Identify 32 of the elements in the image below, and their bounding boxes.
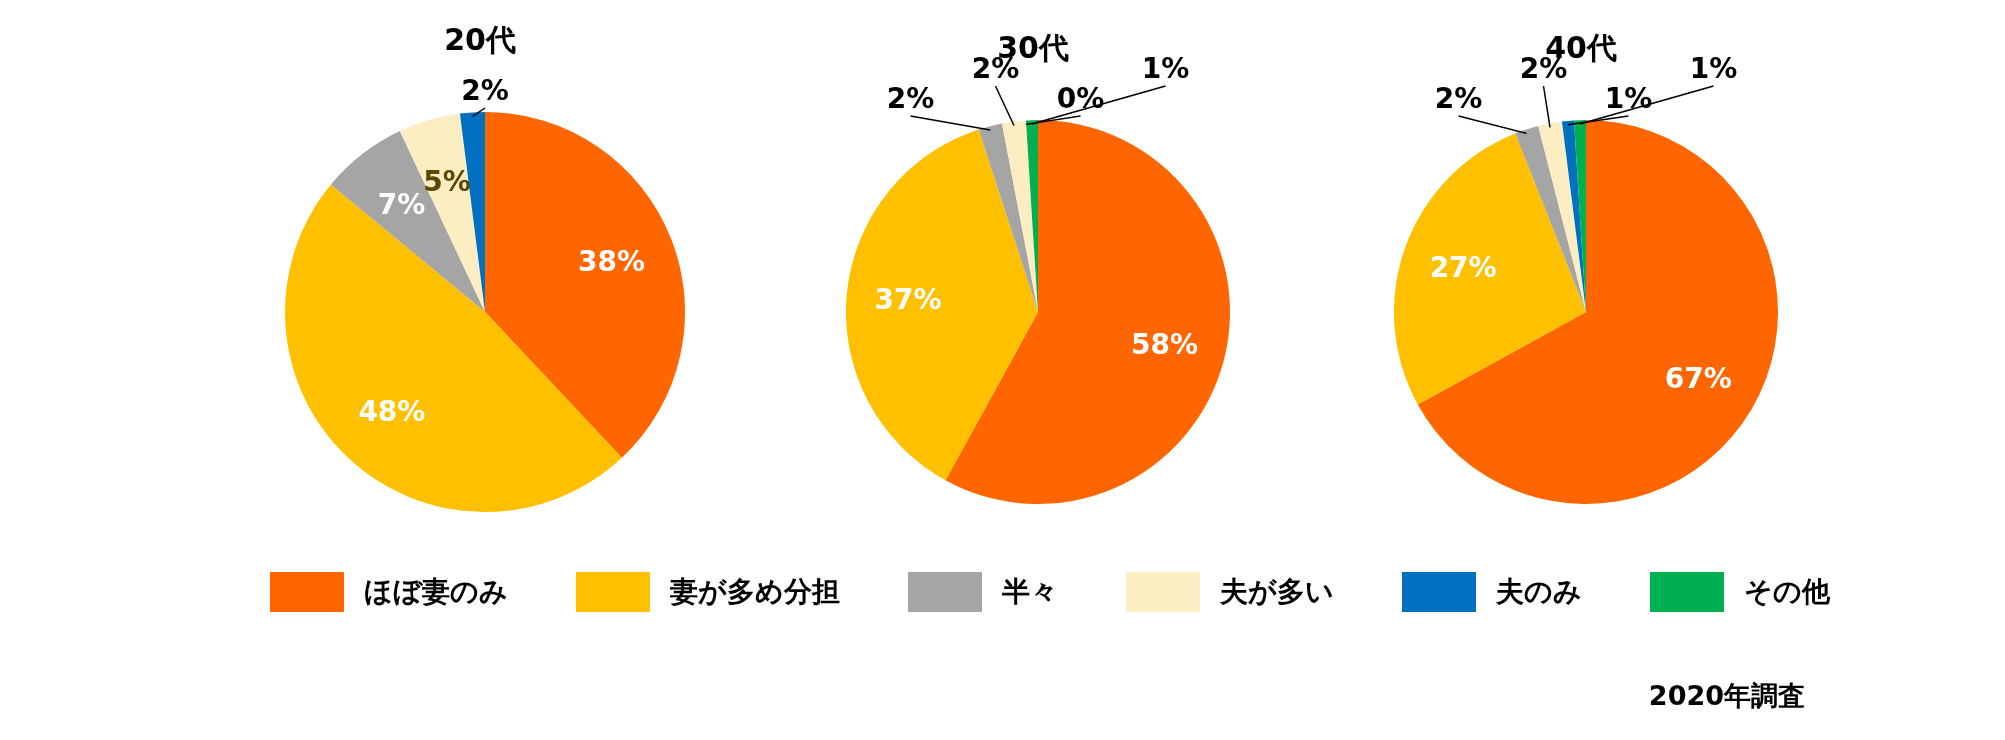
pie-slice (1002, 120, 1038, 312)
data-label: 2% (886, 81, 935, 115)
data-label: 38% (577, 245, 645, 279)
legend-label: 妻が多め分担 (670, 574, 840, 610)
chart-title: 20代 (444, 21, 516, 57)
data-label: 1% (1604, 81, 1653, 115)
legend-label: 半々 (1002, 574, 1058, 610)
pie-slice (485, 112, 685, 458)
data-label: 67% (1664, 361, 1732, 395)
data-label: 2% (461, 73, 509, 107)
legend-label: その他 (1744, 574, 1830, 610)
pie-slice (978, 123, 1038, 312)
data-label: 1% (1689, 51, 1738, 85)
legend-label: 夫が多い (1220, 574, 1334, 610)
pie-slice (330, 131, 485, 312)
data-label: 58% (1130, 327, 1198, 361)
data-label: 37% (874, 283, 942, 317)
legend-label: ほぼ妻のみ (364, 574, 508, 610)
data-label: 48% (358, 394, 426, 428)
pie-slice (846, 129, 1038, 481)
data-label: 1% (1141, 51, 1190, 85)
text: 2020年調査 (1648, 679, 1805, 713)
pie-slice (945, 120, 1230, 504)
pie-slice (1538, 121, 1586, 312)
pie-slice (1515, 126, 1586, 312)
pie-slice (1394, 133, 1586, 405)
data-label: 2% (1434, 81, 1483, 115)
data-label: 27% (1429, 251, 1497, 285)
pie-slice (1417, 120, 1778, 504)
legend-label: 夫のみ (1496, 574, 1582, 610)
text: 0% (1056, 81, 1105, 115)
data-label: 7% (377, 188, 426, 222)
